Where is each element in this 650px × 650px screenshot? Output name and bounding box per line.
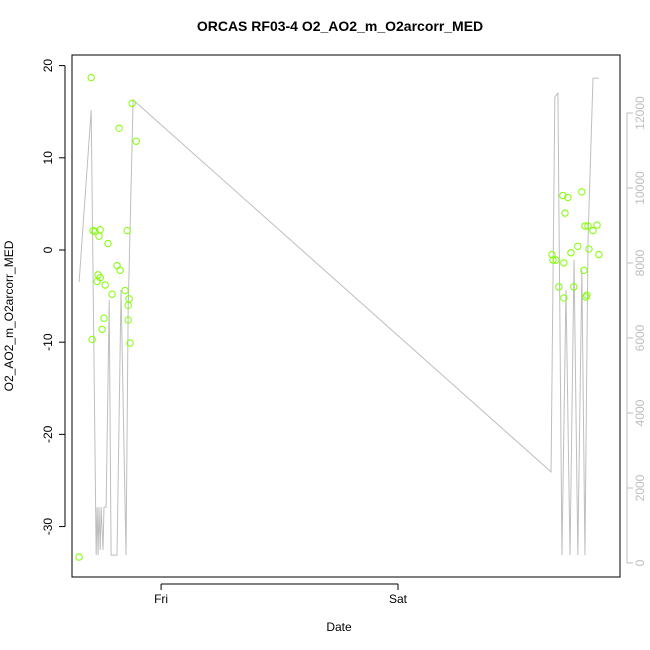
- point: [560, 259, 568, 267]
- chart-title: ORCAS RF03-4 O2_AO2_m_O2arcorr_MED: [197, 18, 483, 34]
- point: [595, 250, 603, 259]
- y-tick-label: 0: [41, 246, 55, 253]
- point: [121, 286, 129, 295]
- point: [96, 273, 104, 282]
- point: [548, 250, 556, 259]
- y2-tick-label: 10000: [633, 171, 647, 205]
- point: [115, 124, 123, 132]
- point: [570, 283, 578, 291]
- y-tick-label: -20: [41, 425, 55, 443]
- point: [593, 221, 601, 229]
- y-tick-label: 20: [41, 59, 55, 73]
- point: [585, 245, 593, 253]
- point: [87, 73, 95, 82]
- y-tick-label: -30: [41, 518, 55, 536]
- point: [108, 290, 116, 298]
- y2-tick-label: 12000: [633, 96, 647, 130]
- x-axis-label: Date: [326, 620, 352, 634]
- point: [580, 266, 588, 274]
- point: [584, 222, 592, 230]
- point: [549, 256, 557, 264]
- point: [95, 232, 103, 240]
- point: [564, 193, 572, 202]
- point: [100, 314, 108, 322]
- y2-tick-label: 0: [633, 559, 647, 566]
- point: [574, 242, 582, 251]
- point: [125, 295, 133, 303]
- point: [559, 191, 567, 200]
- point: [75, 553, 83, 561]
- point: [123, 226, 131, 235]
- y2-tick-label: 2000: [633, 474, 647, 501]
- y2-tick-label: 8000: [633, 249, 647, 276]
- point: [552, 256, 560, 264]
- point: [561, 209, 569, 217]
- point: [567, 249, 575, 257]
- point: [128, 99, 136, 108]
- point: [98, 325, 106, 333]
- point: [581, 222, 589, 230]
- x-tick-label: Sat: [389, 592, 408, 606]
- point: [555, 283, 563, 291]
- point: [132, 137, 140, 145]
- point: [88, 335, 96, 344]
- point: [126, 339, 134, 347]
- y2-tick-label: 6000: [633, 324, 647, 351]
- point: [113, 261, 121, 270]
- point: [124, 316, 132, 324]
- point: [578, 188, 586, 196]
- point: [96, 226, 104, 234]
- point: [91, 227, 99, 236]
- y-tick-label: 10: [41, 151, 55, 165]
- point: [560, 294, 568, 302]
- point: [589, 226, 597, 235]
- y-tick-label: -10: [41, 333, 55, 351]
- point: [116, 266, 124, 274]
- point: [583, 291, 591, 299]
- point: [104, 239, 112, 248]
- line: [78, 77, 599, 556]
- point: [101, 281, 109, 289]
- plot-box: [71, 54, 621, 578]
- x-tick-label: Fri: [154, 592, 168, 606]
- y-axis-label: O2_AO2_m_O2arcorr_MED: [2, 240, 16, 391]
- y2-tick-label: 4000: [633, 399, 647, 426]
